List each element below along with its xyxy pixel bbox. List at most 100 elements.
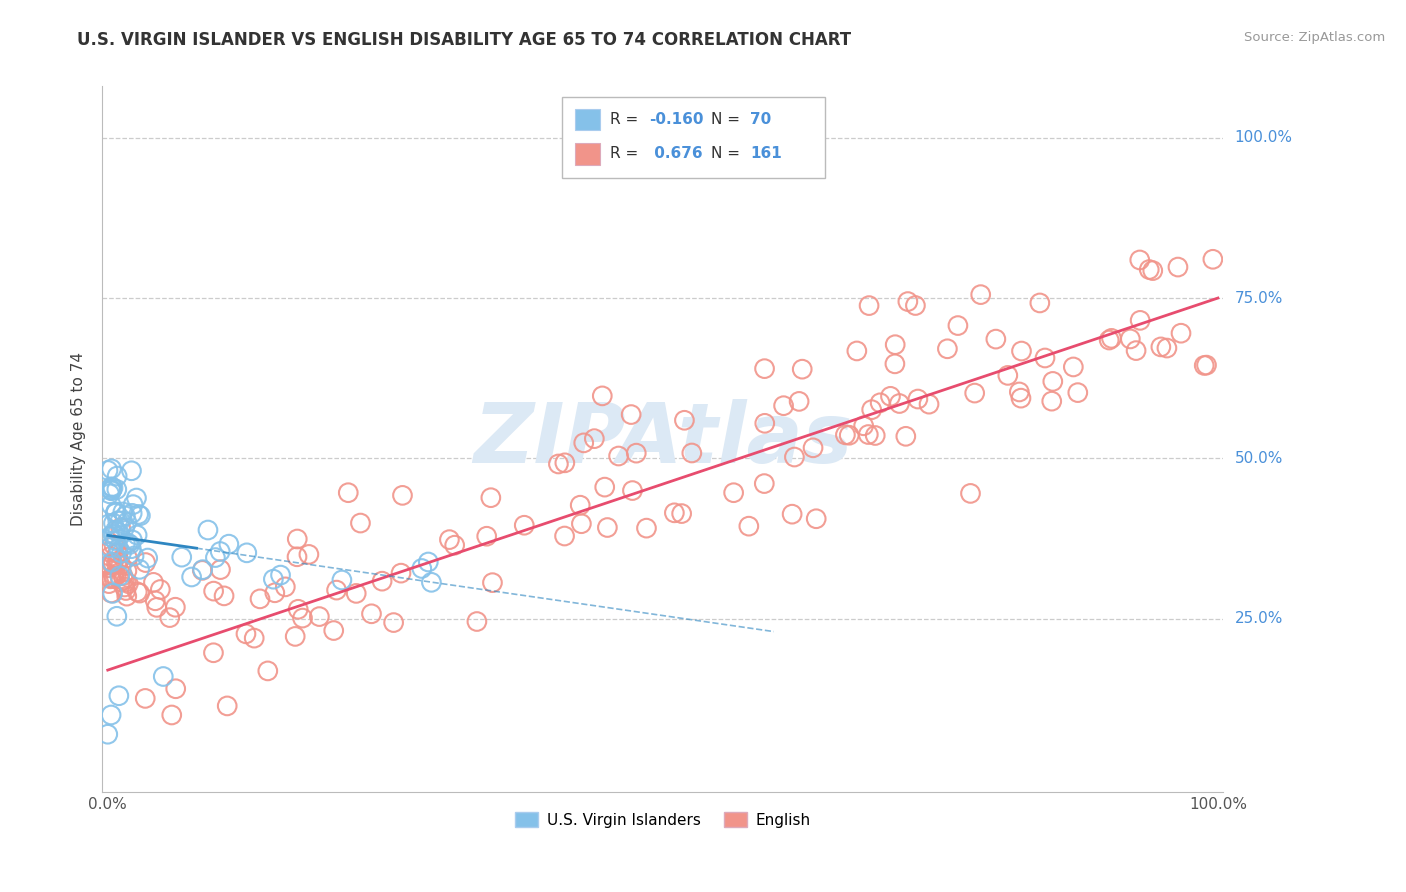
- Point: [115, 515, 138, 529]
- Point: [621, 483, 644, 498]
- Point: [103, 568, 125, 582]
- Point: [108, 554, 131, 568]
- Point: [100, 708, 122, 723]
- Point: [125, 491, 148, 505]
- Point: [236, 546, 259, 560]
- Point: [115, 564, 138, 578]
- Point: [165, 681, 187, 696]
- Point: [834, 428, 856, 442]
- Point: [1010, 391, 1032, 405]
- Point: [1042, 375, 1064, 389]
- Point: [121, 506, 143, 520]
- Point: [122, 549, 145, 563]
- Point: [1142, 263, 1164, 277]
- Point: [103, 527, 125, 541]
- Text: 75.0%: 75.0%: [1234, 291, 1282, 306]
- Point: [108, 514, 131, 528]
- Point: [104, 506, 127, 520]
- Text: 70: 70: [751, 112, 772, 127]
- Point: [209, 563, 232, 577]
- Point: [98, 541, 121, 555]
- Point: [202, 584, 225, 599]
- Point: [865, 428, 887, 442]
- Point: [838, 428, 860, 442]
- Point: [1170, 326, 1192, 341]
- Point: [439, 533, 461, 547]
- Text: N =: N =: [711, 112, 745, 127]
- Point: [883, 357, 905, 371]
- Point: [591, 389, 613, 403]
- Point: [152, 669, 174, 683]
- Point: [115, 574, 138, 589]
- Point: [754, 476, 776, 491]
- Point: [411, 561, 433, 575]
- Point: [105, 557, 128, 571]
- Text: 0.676: 0.676: [650, 146, 703, 161]
- Point: [128, 508, 150, 522]
- Point: [146, 600, 169, 615]
- Point: [997, 368, 1019, 383]
- Point: [115, 589, 138, 603]
- Point: [801, 441, 824, 455]
- Point: [263, 586, 285, 600]
- Point: [103, 539, 125, 553]
- Point: [673, 413, 696, 427]
- Point: [117, 576, 139, 591]
- Text: 25.0%: 25.0%: [1234, 611, 1282, 626]
- Point: [420, 575, 443, 590]
- Point: [607, 449, 630, 463]
- Point: [664, 506, 686, 520]
- Point: [382, 615, 405, 630]
- Point: [128, 562, 150, 576]
- Point: [858, 427, 880, 442]
- Point: [792, 362, 814, 376]
- Point: [479, 491, 502, 505]
- Point: [889, 396, 911, 410]
- Point: [105, 569, 128, 583]
- Text: R =: R =: [610, 146, 644, 161]
- Point: [738, 519, 761, 533]
- Point: [100, 482, 122, 496]
- Text: R =: R =: [610, 112, 644, 127]
- Point: [513, 518, 536, 533]
- Point: [270, 568, 292, 582]
- Point: [723, 485, 745, 500]
- Point: [111, 568, 134, 582]
- Point: [110, 574, 132, 589]
- Point: [330, 573, 353, 587]
- Point: [593, 480, 616, 494]
- Point: [337, 485, 360, 500]
- Point: [1156, 341, 1178, 355]
- Point: [860, 402, 883, 417]
- Point: [897, 294, 920, 309]
- Point: [97, 727, 120, 741]
- Point: [1040, 394, 1063, 409]
- Point: [243, 631, 266, 645]
- Point: [344, 586, 367, 600]
- Point: [105, 483, 128, 497]
- Point: [1011, 344, 1033, 359]
- Point: [110, 528, 132, 542]
- Point: [298, 548, 321, 562]
- Point: [114, 508, 136, 523]
- Point: [107, 554, 129, 568]
- Point: [443, 538, 465, 552]
- Point: [105, 546, 128, 560]
- Text: Source: ZipAtlas.com: Source: ZipAtlas.com: [1244, 31, 1385, 45]
- Point: [918, 397, 941, 411]
- Point: [98, 549, 121, 564]
- Point: [121, 533, 143, 547]
- FancyBboxPatch shape: [575, 109, 600, 129]
- Point: [149, 582, 172, 597]
- Point: [1137, 262, 1160, 277]
- Point: [105, 505, 128, 519]
- Point: [569, 498, 592, 512]
- Point: [869, 396, 891, 410]
- Point: [108, 569, 131, 583]
- Point: [1129, 252, 1152, 267]
- Point: [772, 399, 794, 413]
- Point: [97, 463, 120, 477]
- Point: [349, 516, 371, 530]
- Point: [1119, 332, 1142, 346]
- Point: [128, 586, 150, 600]
